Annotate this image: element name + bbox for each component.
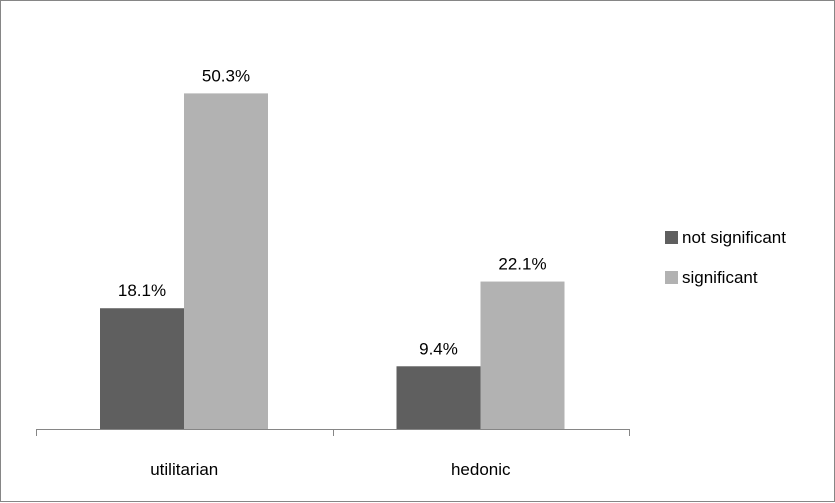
legend-swatch-significant	[665, 271, 678, 284]
x-tick-label: hedonic	[451, 460, 511, 479]
bar-hedonic-significant	[480, 281, 565, 429]
x-axis: utilitarian hedonic	[36, 429, 630, 479]
legend-label: not significant	[682, 228, 786, 247]
legend: not significant significant	[665, 228, 786, 287]
x-tick-label: utilitarian	[150, 460, 218, 479]
data-label: 18.1%	[118, 281, 166, 300]
bar-utilitarian-not-significant	[100, 308, 184, 429]
data-labels: 18.1% 50.3% 9.4% 22.1%	[118, 66, 547, 358]
data-label: 9.4%	[419, 339, 458, 358]
legend-swatch-not-significant	[665, 231, 678, 244]
legend-label: significant	[682, 268, 758, 287]
bar-utilitarian-significant	[184, 93, 268, 429]
data-label: 50.3%	[202, 66, 250, 85]
bars-layer	[100, 93, 565, 429]
data-label: 22.1%	[498, 255, 546, 274]
bar-hedonic-not-significant	[396, 366, 481, 429]
